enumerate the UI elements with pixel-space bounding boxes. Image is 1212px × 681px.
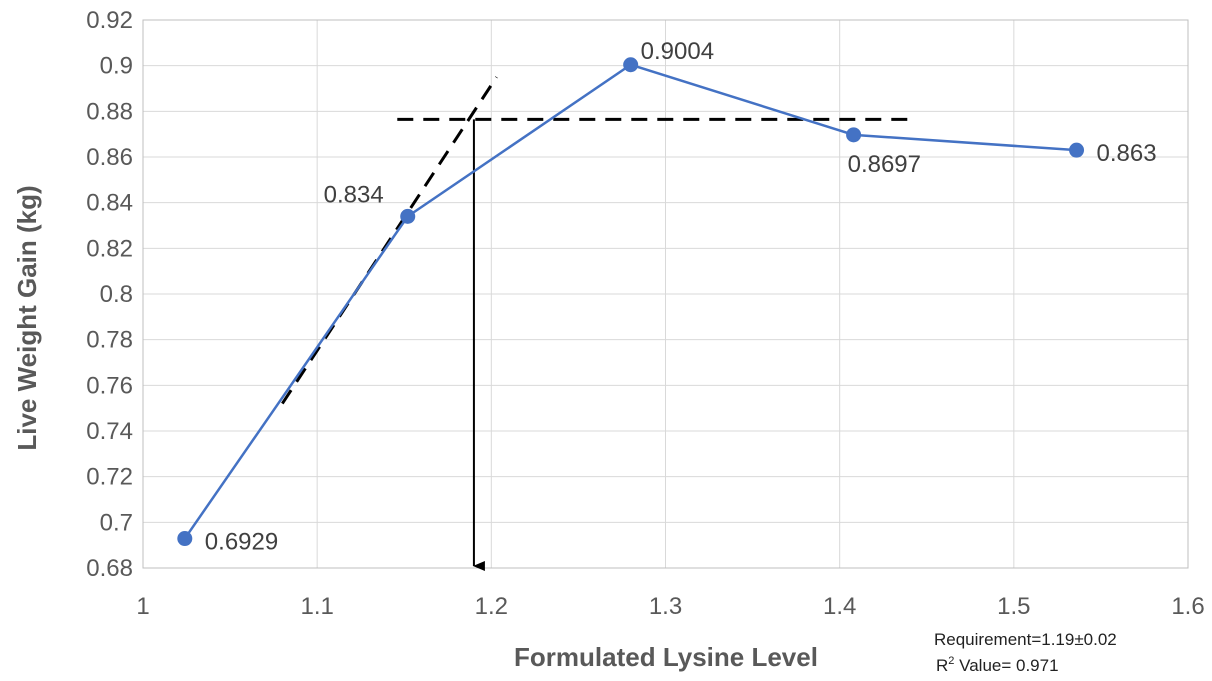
x-axis-ticks: 1 1.1 1.2 1.3 1.4 1.5 1.6: [136, 593, 1204, 620]
data-label: 0.834: [324, 181, 384, 208]
r2-note-value: Value= 0.971: [954, 656, 1058, 675]
y-tick-label: 0.7: [100, 509, 133, 536]
y-tick-label: 0.92: [86, 7, 133, 34]
data-point: [623, 57, 639, 73]
x-tick-label: 1.3: [649, 593, 682, 620]
data-point: [846, 127, 862, 143]
data-label: 0.863: [1097, 140, 1157, 167]
x-tick-label: 1.2: [475, 593, 508, 620]
y-tick-label: 0.68: [86, 555, 133, 582]
x-tick-label: 1: [136, 593, 149, 620]
x-tick-label: 1.6: [1171, 593, 1204, 620]
y-tick-label: 0.86: [86, 144, 133, 171]
y-tick-label: 0.82: [86, 235, 133, 262]
y-tick-label: 0.9: [100, 53, 133, 80]
data-label: 0.9004: [641, 38, 714, 65]
x-tick-label: 1.4: [823, 593, 856, 620]
data-label: 0.6929: [205, 529, 278, 556]
x-tick-label: 1.1: [300, 593, 333, 620]
y-axis-ticks: 0.68 0.7 0.72 0.74 0.76 0.78 0.8 0.82 0.84 0.86 0.…: [86, 7, 133, 582]
y-tick-label: 0.72: [86, 464, 133, 491]
y-tick-label: 0.88: [86, 98, 133, 125]
annotations: [281, 76, 913, 571]
y-axis-title: Live Weight Gain (kg): [12, 185, 42, 450]
y-tick-label: 0.78: [86, 327, 133, 354]
r2-note-r: R: [936, 656, 948, 675]
data-point: [400, 208, 416, 224]
data-labels: 0.6929 0.834 0.9004 0.8697 0.863: [205, 38, 1157, 556]
requirement-note: Requirement=1.19±0.02: [934, 630, 1117, 649]
series-layer: [177, 57, 1085, 547]
series-line: [183, 63, 1077, 540]
y-tick-label: 0.76: [86, 372, 133, 399]
x-axis-title: Formulated Lysine Level: [514, 642, 818, 672]
data-point: [1069, 142, 1085, 158]
data-label: 0.8697: [848, 151, 921, 178]
r2-note-superscript: 2: [948, 655, 954, 667]
plot-border: [142, 19, 1189, 569]
data-point: [177, 531, 193, 547]
y-tick-label: 0.8: [100, 281, 133, 308]
rising-trend-dashed-line: [281, 76, 498, 405]
y-tick-label: 0.74: [86, 418, 133, 445]
y-tick-label: 0.84: [86, 190, 133, 217]
r2-note: R2 Value= 0.971: [936, 655, 1059, 675]
gridlines: [142, 19, 1189, 569]
x-tick-label: 1.5: [997, 593, 1030, 620]
